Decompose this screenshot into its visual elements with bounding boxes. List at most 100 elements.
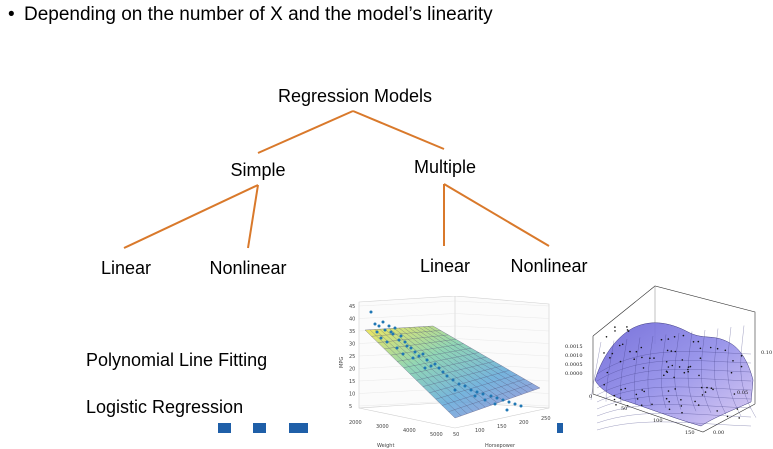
data-point [395, 346, 399, 350]
node-multiple: Multiple [413, 157, 477, 177]
node-multiple-nonlinear: Nonlinear [510, 256, 588, 276]
sample-point [641, 356, 643, 359]
y-tick-label: 40 [349, 317, 355, 323]
sample-point [709, 346, 712, 349]
sample-point [724, 349, 727, 352]
grid-line [454, 300, 550, 307]
sample-point [698, 374, 700, 377]
sample-point [665, 370, 668, 373]
data-point [423, 366, 427, 370]
data-point [453, 388, 457, 392]
sample-point [618, 344, 621, 347]
sample-point [626, 405, 629, 407]
mesh-line [408, 327, 510, 399]
x-tick-label: 50 [621, 406, 627, 412]
grid-line [358, 300, 456, 307]
regression-surface [364, 325, 541, 419]
sample-point [732, 360, 734, 362]
sample-point [678, 366, 681, 368]
data-point [483, 398, 487, 402]
sample-point [687, 370, 689, 373]
y-tick-label: 35 [349, 329, 355, 335]
x-tick-label: 0 [589, 394, 592, 400]
y-tick-label: 45 [349, 304, 355, 310]
sample-point [697, 404, 700, 406]
mesh-line [596, 386, 752, 403]
data-point [401, 352, 405, 356]
sample-point [653, 357, 655, 359]
sample-point [673, 336, 676, 338]
sample-point [649, 357, 651, 359]
data-point [411, 356, 415, 360]
sample-point [704, 391, 707, 393]
data-point [425, 358, 429, 362]
horsepower-tick-label: 200 [519, 420, 529, 426]
x-tick-label: 150 [685, 430, 695, 436]
mesh-line [435, 374, 518, 400]
sample-point [668, 408, 671, 411]
horsepower-tick-label: 150 [497, 424, 507, 430]
sample-point [726, 415, 729, 418]
sample-point [738, 417, 740, 419]
sample-point [692, 341, 695, 343]
sample-point [651, 403, 653, 406]
mesh-line [428, 326, 535, 391]
sample-point [681, 359, 684, 361]
data-point [373, 322, 377, 326]
sample-point [687, 366, 690, 368]
z-tick-label: 0.0000 [565, 371, 583, 377]
y-tick-label: 5 [349, 404, 352, 410]
sample-point [699, 347, 702, 350]
data-point [445, 374, 449, 378]
density-surface [594, 322, 754, 427]
mesh-line [596, 369, 752, 389]
sample-point [668, 400, 670, 403]
x-tick-label: 100 [653, 418, 663, 424]
mesh-line [448, 383, 533, 412]
node-multiple-linear: Linear [419, 256, 471, 276]
mesh-line [596, 421, 752, 431]
sample-point [712, 388, 714, 391]
mesh-line [409, 356, 487, 375]
sample-point [642, 367, 645, 369]
sample-point [643, 390, 645, 393]
sample-point [716, 410, 718, 412]
label-logistic-regression: Logistic Regression [86, 397, 244, 417]
sample-point [681, 411, 683, 414]
sample-point [740, 365, 743, 368]
bullet-dot: • [8, 4, 15, 25]
mesh-line [423, 326, 528, 393]
data-point [409, 346, 413, 350]
y-tick-label: 15 [349, 379, 355, 385]
sample-point [674, 388, 676, 390]
z-tick-label: 0.0015 [565, 344, 583, 350]
data-point [433, 362, 437, 366]
sample-point [613, 398, 616, 401]
sample-point [615, 404, 617, 406]
connector-simple-linear [123, 184, 259, 249]
sample-point [603, 352, 605, 354]
grid-line [454, 325, 550, 332]
mesh-line [634, 337, 641, 405]
sample-point [603, 383, 605, 386]
y-tick-label: 30 [349, 342, 355, 348]
sample-point [710, 387, 713, 389]
axis-label-weight: Weight [377, 443, 394, 449]
data-point [417, 354, 421, 358]
sample-point [682, 334, 685, 337]
weight-tick-label: 3000 [376, 424, 389, 430]
sample-point [670, 350, 673, 352]
sample-point [666, 349, 669, 352]
sample-point [665, 361, 668, 363]
data-point [389, 330, 393, 334]
connector-simple-nonlinear [247, 184, 259, 249]
sample-point [619, 397, 622, 399]
data-point [403, 340, 407, 344]
mpg-surface-plot: 45 40 35 30 25 20 15 10 5 MPG 2000 3000 4000 5000 5… [335, 296, 565, 449]
mesh-line [596, 404, 752, 417]
sample-point [626, 326, 628, 328]
density-surface-plot: 0.0015 0.0010 0.0005 0.0000 0 50 100 150 0.00 0… [563, 284, 773, 439]
data-point [463, 384, 467, 388]
y-tick-label: 0.00 [713, 430, 724, 436]
data-point [501, 398, 505, 402]
